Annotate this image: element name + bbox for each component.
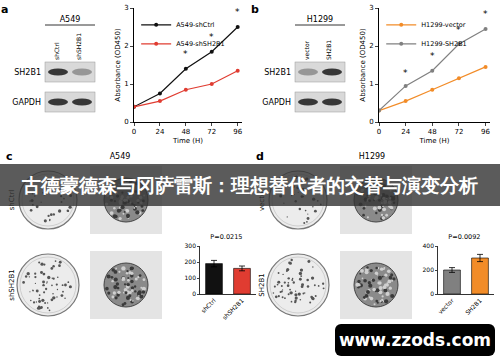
svg-text:Time (H): Time (H) [418,137,449,145]
svg-text:SH2B1: SH2B1 [325,40,332,60]
svg-text:100: 100 [185,274,197,281]
svg-text:shCtrl: shCtrl [199,297,217,315]
svg-text:200: 200 [423,266,435,273]
svg-text:1: 1 [124,80,128,88]
svg-text:3: 3 [124,4,128,12]
svg-text:0: 0 [369,118,373,126]
svg-text:GAPDH: GAPDH [262,98,291,107]
svg-text:Time (H): Time (H) [172,137,203,145]
svg-text:shSH2B1: shSH2B1 [8,269,16,301]
svg-text:2: 2 [124,42,128,50]
svg-text:48: 48 [428,128,437,136]
svg-text:96: 96 [233,128,242,136]
svg-text:P=0.0215: P=0.0215 [210,233,242,241]
svg-text:48: 48 [181,128,190,136]
svg-text:0: 0 [192,290,196,297]
svg-text:A549-shSH2B1: A549-shSH2B1 [176,40,224,48]
svg-text:400: 400 [423,242,435,249]
svg-text:H1299: H1299 [307,15,333,24]
svg-text:*: * [483,9,488,19]
svg-text:H1299-vector: H1299-vector [421,21,466,29]
svg-text:SH2B1: SH2B1 [264,68,291,77]
svg-text:3: 3 [369,4,373,12]
svg-text:0: 0 [377,128,381,136]
svg-text:72: 72 [207,128,216,136]
svg-text:200: 200 [185,258,197,265]
svg-text:2: 2 [369,42,373,50]
svg-text:*: * [456,25,461,35]
svg-text:*: * [183,49,188,59]
svg-text:d: d [256,150,264,163]
svg-text:72: 72 [454,128,463,136]
svg-text:古德蒙德森与冈萨雷斯：理想替代者的交替与演变分析: 古德蒙德森与冈萨雷斯：理想替代者的交替与演变分析 [21,174,478,196]
svg-text:0: 0 [430,290,434,297]
svg-text:H1299: H1299 [359,152,385,161]
svg-text:a: a [1,3,8,16]
svg-text:vector: vector [436,297,455,316]
svg-text:96: 96 [481,128,490,136]
svg-text:*: * [430,51,435,61]
svg-text:1: 1 [369,80,373,88]
svg-text:24: 24 [155,128,164,136]
svg-text:A549-shCtrl: A549-shCtrl [176,21,214,29]
svg-text:SH2B1: SH2B1 [258,273,266,296]
svg-text:SH2B1: SH2B1 [14,68,41,77]
svg-text:*: * [209,32,214,42]
svg-text:0: 0 [124,118,128,126]
svg-text:300: 300 [185,242,197,249]
svg-text:SH2B1: SH2B1 [464,297,483,316]
svg-text:shCtrl: shCtrl [53,42,60,60]
svg-text:*: * [403,68,408,78]
svg-text:b: b [251,3,259,16]
svg-text:c: c [6,150,13,163]
svg-text:A549: A549 [110,152,131,161]
svg-text:H1299-SH2B1: H1299-SH2B1 [421,40,467,48]
svg-text:0: 0 [132,128,136,136]
svg-text:*: * [235,7,240,17]
svg-text:Absorbance (OD450): Absorbance (OD450) [359,28,367,102]
svg-text:A549: A549 [60,15,81,24]
svg-text:P=0.0092: P=0.0092 [448,233,480,241]
svg-text:GAPDH: GAPDH [12,98,41,107]
svg-text:24: 24 [401,128,410,136]
svg-text:Absorbance (OD450): Absorbance (OD450) [114,28,122,102]
svg-text:shSH2B1: shSH2B1 [221,297,245,320]
svg-text:shSH2B1: shSH2B1 [75,33,82,60]
svg-text:www.zzods.com: www.zzods.com [339,330,491,350]
svg-text:vector: vector [303,40,310,60]
